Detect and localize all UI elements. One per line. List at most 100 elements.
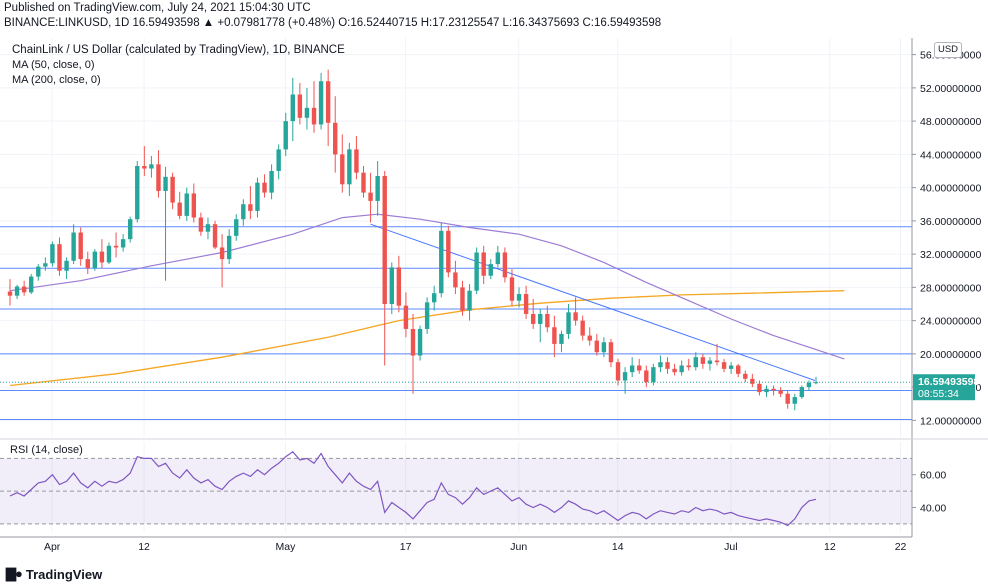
price-tick-label: 32.00000000: [920, 249, 981, 261]
candle-down: [580, 320, 585, 336]
candle-down: [446, 230, 451, 273]
ma200-legend[interactable]: MA (200, close, 0): [12, 74, 101, 86]
candle-up: [163, 176, 168, 191]
rsi-pane: 60.00 40.00: [0, 457, 946, 525]
candle-up: [205, 224, 211, 232]
candle-up: [538, 313, 543, 324]
candle-up: [43, 263, 48, 267]
candle-down: [297, 94, 303, 118]
candle-up: [707, 360, 713, 364]
candle-down: [212, 224, 218, 248]
candle-up: [813, 382, 819, 384]
candle-down: [354, 149, 359, 173]
candle-up: [658, 362, 663, 368]
candle-up: [488, 264, 493, 276]
candle-up: [184, 193, 189, 216]
candle-up: [601, 342, 607, 353]
candle-down: [771, 388, 776, 391]
candle-up: [495, 252, 501, 265]
candles: [7, 69, 819, 411]
candle-down: [396, 267, 402, 306]
candle-up: [799, 387, 805, 398]
candle-up: [679, 365, 684, 373]
candle-down: [170, 176, 175, 203]
candle-up: [290, 94, 295, 122]
candle-down: [778, 390, 783, 394]
candle-up: [559, 333, 564, 344]
candle-down: [113, 245, 119, 248]
candle-down: [156, 164, 161, 191]
price-axis[interactable]: 56.0000000052.0000000048.0000000044.0000…: [920, 50, 981, 428]
candle-down: [552, 327, 557, 344]
candle-down: [99, 251, 105, 263]
candle-up: [255, 182, 260, 211]
trendline: [370, 223, 816, 381]
candle-up: [71, 232, 76, 261]
candle-down: [191, 193, 197, 218]
candle-up: [234, 219, 239, 236]
price-tick-label: 48.00000000: [920, 116, 981, 128]
candle-down: [665, 362, 670, 369]
candle-up: [318, 81, 324, 125]
candle-down: [248, 204, 253, 211]
candle-down: [530, 313, 536, 324]
candle-up: [566, 312, 571, 334]
rsi-tick-label: 40.00: [920, 502, 946, 514]
candle-down: [573, 312, 578, 321]
axes: [0, 38, 988, 538]
rsi-legend[interactable]: RSI (14, close): [8, 444, 85, 456]
published-line: Published on TradingView.com, July 24, 2…: [4, 2, 311, 14]
candle-up: [120, 239, 126, 248]
candle-down: [21, 286, 27, 293]
candle-down: [78, 232, 83, 260]
price-tick-label: 52.00000000: [920, 83, 981, 95]
candle-up: [516, 294, 522, 301]
candle-up: [417, 328, 423, 356]
candle-up: [14, 286, 20, 296]
brand-name: TradingView: [25, 566, 103, 582]
candle-down: [481, 252, 486, 276]
footer-brand[interactable]: ▇● TradingView: [6, 566, 102, 582]
candle-up: [283, 121, 288, 150]
candle-down: [615, 362, 621, 381]
time-axis[interactable]: Apr 12 May 17 Jun 14 Jul 12 22: [44, 541, 907, 553]
price-tick-label: 12.00000000: [920, 415, 981, 427]
tradingview-logo-icon: ▇●: [6, 566, 23, 581]
candle-up: [629, 365, 635, 373]
last-price-box: [913, 374, 975, 401]
candle-up: [92, 251, 98, 269]
candle-down: [368, 192, 373, 201]
ticker-line: BINANCE:LINKUSD, 1D 16.59493598 ▲ +0.079…: [4, 17, 662, 29]
currency-button[interactable]: USD: [934, 42, 962, 58]
candle-up: [135, 166, 140, 220]
chart-title: ChainLink / US Dollar (calculated by Tra…: [12, 44, 345, 56]
trendline-path: [370, 223, 816, 381]
candle-up: [375, 175, 380, 201]
candle-down: [502, 252, 508, 278]
candle-down: [219, 247, 225, 260]
rsi-line: [9, 451, 817, 527]
ma50-legend[interactable]: MA (50, close, 0): [12, 59, 95, 71]
candle-up: [64, 260, 69, 271]
candle-down: [7, 291, 13, 296]
candle-up: [389, 267, 394, 304]
candle-up: [29, 276, 34, 293]
candle-up: [467, 290, 472, 311]
price-tick-label: 40.00000000: [920, 183, 981, 195]
candle-up: [622, 372, 628, 381]
time-tick-label: 12: [824, 541, 836, 553]
horizontal-levels: [0, 226, 912, 421]
rsi-path: [9, 451, 817, 527]
candle-up: [424, 302, 430, 329]
candle-down: [700, 357, 706, 364]
candle-down: [594, 340, 600, 353]
ma50-path: [9, 213, 845, 360]
candle-down: [57, 244, 62, 271]
candle-down: [721, 362, 727, 369]
rsi-tick-label: 60.00: [920, 470, 946, 482]
candle-up: [693, 357, 698, 368]
candle-down: [736, 365, 741, 374]
ma50-line: [9, 213, 845, 360]
candle-down: [545, 313, 550, 328]
